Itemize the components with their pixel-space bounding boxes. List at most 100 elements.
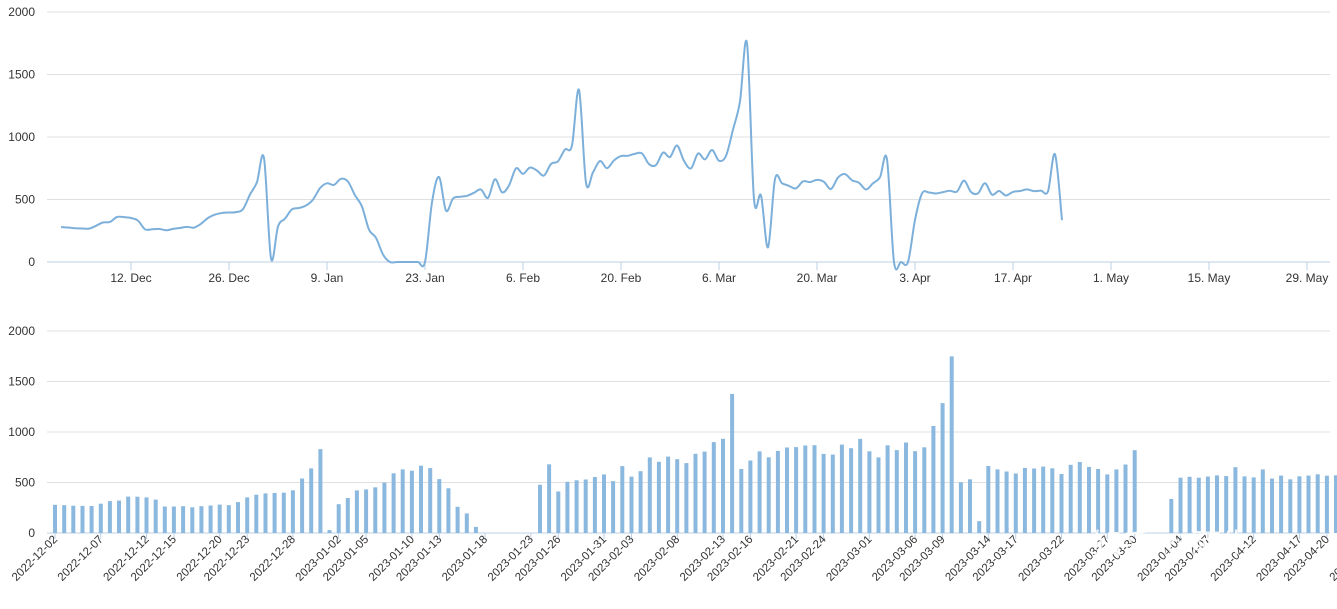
bar	[1315, 474, 1320, 533]
bar	[574, 480, 579, 533]
bar	[958, 482, 963, 533]
bar	[1297, 476, 1302, 533]
bar	[885, 445, 890, 533]
bar	[62, 505, 67, 533]
bar	[1251, 477, 1256, 533]
bar	[1233, 467, 1238, 533]
bar	[821, 453, 826, 533]
line-chart-y-tick-label: 0	[28, 255, 35, 269]
bar	[1050, 468, 1055, 533]
bar	[1205, 476, 1210, 533]
bar	[867, 451, 872, 533]
bar	[785, 447, 789, 533]
bar	[446, 488, 451, 533]
bar	[931, 426, 936, 533]
bar	[812, 445, 817, 533]
bar	[327, 530, 332, 533]
bar	[702, 451, 707, 533]
bar	[913, 451, 918, 533]
bar	[711, 442, 716, 533]
bar	[117, 500, 121, 533]
line-chart-x-tick-label: 20. Feb	[601, 271, 642, 285]
bar	[1270, 478, 1274, 533]
bar	[922, 447, 927, 533]
bar	[638, 471, 643, 533]
bar-chart-x-tick-label: 2023-03-22	[1017, 534, 1067, 584]
bar	[757, 451, 762, 533]
bar	[382, 482, 387, 533]
bar	[409, 470, 414, 533]
bar	[739, 469, 744, 533]
bar	[153, 499, 158, 533]
bar-chart-gridlines	[47, 330, 1330, 534]
bar-chart-x-tick-label: 2022-12-07	[56, 534, 106, 584]
bar	[1224, 476, 1229, 533]
bar	[455, 506, 460, 533]
bar	[107, 501, 112, 533]
bar	[794, 447, 799, 533]
bar	[162, 506, 167, 533]
bar	[400, 469, 405, 533]
line-chart-panel: 0 500 1000 1500 2000 12. Dec 26. Dec 9. Jan 23.…	[8, 5, 1330, 285]
bar	[1169, 499, 1174, 533]
bar	[419, 465, 423, 533]
bar	[730, 393, 735, 533]
bar	[437, 479, 442, 533]
bar	[428, 468, 433, 533]
bar	[345, 498, 350, 533]
bar	[309, 468, 314, 533]
line-chart-x-tick-label: 26. Dec	[208, 271, 249, 285]
bar	[830, 454, 835, 533]
bar	[144, 497, 149, 533]
line-chart-x-tick-label: 6. Feb	[506, 271, 540, 285]
bar	[126, 496, 131, 533]
bar	[354, 490, 359, 533]
bar	[217, 504, 222, 533]
bar	[199, 506, 204, 533]
bar	[245, 497, 250, 533]
bar-chart-x-tick-label: 2023-02-08	[632, 534, 682, 584]
bar	[71, 505, 76, 533]
bar	[272, 493, 277, 533]
bar	[1334, 475, 1337, 533]
daily-series-line	[60, 39, 1063, 271]
bar	[656, 461, 661, 533]
bar	[858, 438, 863, 533]
bar	[775, 450, 780, 533]
line-chart-x-tick-label: 15. May	[1188, 271, 1231, 285]
line-chart-x-tick-label: 20. Mar	[797, 271, 838, 285]
bar	[675, 459, 680, 533]
line-chart-x-axis: 12. Dec 26. Dec 9. Jan 23. Jan 6. Feb 20. Feb…	[110, 262, 1328, 285]
watermark-text: 知乎 @阿牛	[1092, 529, 1251, 562]
bar	[208, 505, 213, 533]
bar-chart-y-tick-label: 1000	[8, 425, 35, 439]
bar	[1068, 464, 1073, 533]
bar	[803, 445, 808, 533]
line-chart-x-tick-label: 6. Mar	[702, 271, 736, 285]
bar	[1215, 475, 1219, 533]
bar	[464, 513, 469, 533]
bar-chart-x-tick-label: 2022-12-28	[248, 534, 298, 584]
bar	[583, 479, 588, 533]
bar	[1178, 477, 1183, 533]
bar	[1022, 467, 1027, 533]
bar	[986, 466, 991, 533]
bar	[263, 493, 268, 533]
bar	[995, 469, 1000, 533]
bar-chart-y-tick-label: 2000	[8, 324, 35, 338]
line-chart-y-tick-label: 2000	[8, 5, 35, 19]
bar	[1279, 475, 1284, 533]
bar	[592, 477, 597, 533]
bar	[766, 457, 771, 534]
bar	[1123, 464, 1128, 533]
bar	[968, 479, 972, 533]
bar	[53, 504, 57, 533]
bar	[611, 481, 616, 533]
bar	[666, 456, 671, 533]
bar	[876, 457, 881, 533]
bar	[318, 449, 323, 533]
bar	[602, 474, 606, 533]
bar	[693, 453, 698, 533]
bar	[839, 444, 844, 533]
